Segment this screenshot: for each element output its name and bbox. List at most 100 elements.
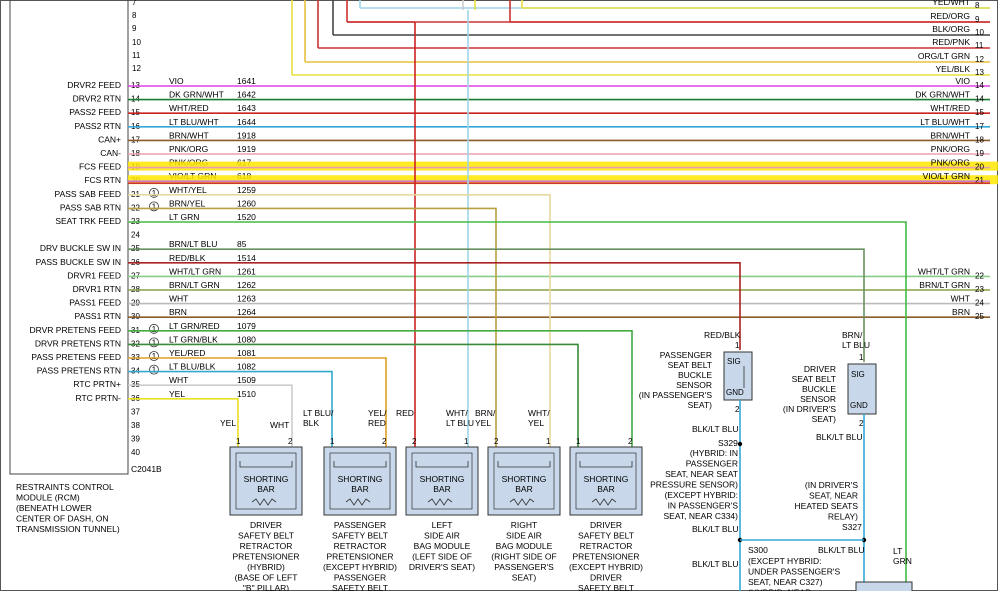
wire-color-label: BLK <box>303 418 319 428</box>
wire-color-label: LT BLU <box>842 340 870 350</box>
shorting-bar-module <box>229 446 303 516</box>
shorting-bar-contact <box>579 461 633 468</box>
sensor-pin-number: 1 <box>859 353 864 362</box>
connector-pin-number: 17 <box>975 122 984 131</box>
wire-color-label: BRN/WHT <box>169 130 209 140</box>
note-marker-circle <box>149 323 159 334</box>
wire-color-label: BRN/YEL <box>169 198 206 208</box>
circuit-number: 1261 <box>237 266 256 276</box>
circuit-number: 1642 <box>237 90 256 100</box>
module-description: RETRACTOR <box>240 541 293 551</box>
bottom-module <box>855 581 913 591</box>
circuit-highlight <box>128 175 998 185</box>
sensor-description: SEAT) <box>688 400 713 410</box>
connector-pin-number: 18 <box>975 135 984 144</box>
harness-wire <box>128 384 293 447</box>
wire-color-label: BRN/LT GRN <box>169 280 220 290</box>
shorting-bar-contact <box>333 461 387 468</box>
splice-description: PASSENGER <box>686 459 738 469</box>
module-description: (RIGHT SIDE OF <box>491 552 557 562</box>
sensor-terminal: SIG <box>851 370 865 379</box>
sensor-pin-number: 1 <box>735 341 740 350</box>
module-description: (LEFT SIDE OF <box>412 552 472 562</box>
rcm-pin-function: PASS1 FEED <box>69 298 121 308</box>
module-description: DRIVER <box>590 573 622 583</box>
connector-pin-number: 25 <box>975 312 984 321</box>
rcm-pin-number: 9 <box>132 24 137 33</box>
buckle-sensor-pass <box>723 351 753 401</box>
module-description: SAFETY BELT <box>332 583 388 591</box>
note-marker-number: 1 <box>152 366 157 375</box>
wire-color-label: WHT/YEL <box>169 185 207 195</box>
module-description: SIDE AIR <box>424 531 460 541</box>
harness-wire <box>128 248 865 362</box>
shorting-bar-inner <box>493 452 555 510</box>
shorting-bar-module <box>405 446 479 516</box>
sensor-pin-number: 2 <box>735 405 740 414</box>
wire-color-label: LT BLU/BLK <box>169 362 216 372</box>
wire-color-label: LT BLU/WHT <box>920 117 970 127</box>
module-description: SIDE AIR <box>506 531 542 541</box>
shorting-bar-inner <box>329 452 391 510</box>
sensor-description: SEAT BELT <box>792 374 836 384</box>
rcm-pin-function: DRVR1 FEED <box>67 270 121 280</box>
splice-description: (EXCEPT HYBRID: <box>748 556 822 566</box>
module-description: SAFETY BELT <box>332 531 388 541</box>
wire-color-label: BRN/LT GRN <box>919 280 970 290</box>
wire-color-label: LT GRN/RED <box>169 321 220 331</box>
shorting-bar-label: SHORTING <box>420 474 465 484</box>
rcm-pin-function: PASS SAB RTN <box>60 202 121 212</box>
wire-color-label: GRN <box>893 556 912 566</box>
note-marker-circle <box>149 201 159 212</box>
rcm-pin-number: 8 <box>132 11 137 20</box>
wire-color-label: DK GRN/WHT <box>915 90 970 100</box>
wire-color-label: DK GRN/WHT <box>169 90 224 100</box>
resistor-symbol <box>509 498 535 506</box>
circuit-number: 1644 <box>237 117 256 127</box>
module-description: (HYBRID) <box>247 562 285 572</box>
shorting-bar-contact <box>497 461 551 468</box>
wire-color-label: LT GRN/BLK <box>169 334 218 344</box>
rcm-pin-function: RTC PRTN- <box>76 393 122 403</box>
wire-color-label: YEL <box>528 418 544 428</box>
module-description: (EXCEPT HYBRID) <box>323 562 397 572</box>
wire-color-label: BRN <box>952 307 970 317</box>
wire-color-label: BLK/LT BLU <box>818 545 864 555</box>
rcm-pin-function: DRVR PRETENS FEED <box>30 325 121 335</box>
harness-wire <box>128 221 907 591</box>
wire-color-label: YEL/ <box>368 408 387 418</box>
rcm-pin-function: PASS1 RTN <box>75 311 121 321</box>
module-description: DRIVER <box>250 520 282 530</box>
splice-dot <box>737 441 743 447</box>
harness-wire <box>128 207 497 447</box>
rcm-pin-number: 38 <box>131 421 140 430</box>
splice-description: SEAT, NEAR SEAT <box>665 469 738 479</box>
connector-pin-number: 8 <box>975 1 980 10</box>
resistor-symbol <box>251 498 277 506</box>
rcm-pin-function: FCS FEED <box>79 162 121 172</box>
module-pin-number: 2 <box>494 437 499 446</box>
rcm-pin-number: 40 <box>131 448 140 457</box>
wire-color-label: YEL <box>169 389 185 399</box>
shorting-bar-label: SHORTING <box>502 474 547 484</box>
wire-color-label: RED/BLK <box>169 253 206 263</box>
wire-color-label: VIO <box>955 76 970 86</box>
rcm-pin-number: 37 <box>131 407 140 416</box>
circuit-number: 1079 <box>237 321 256 331</box>
resistor-symbol <box>591 498 617 506</box>
note-marker-number: 1 <box>152 189 157 198</box>
wire-color-label: BLK/LT BLU <box>692 559 738 569</box>
note-marker-circle <box>149 187 159 198</box>
module-description: DRIVER'S SEAT) <box>409 562 475 572</box>
module-description: SAFETY BELT <box>578 583 634 591</box>
sensor-terminal: GND <box>726 388 744 397</box>
connector-pin-number: 23 <box>975 285 984 294</box>
connector-pin-number: 14 <box>975 95 984 104</box>
circuit-number: 1080 <box>237 334 256 344</box>
splice-description: SEAT, NEAR C327) <box>748 577 823 587</box>
module-description: RIGHT <box>511 520 537 530</box>
rcm-pin-function: DRV BUCKLE SW IN <box>40 243 121 253</box>
module-description: PRETENSIONER <box>232 552 299 562</box>
wire-color-label: WHT/ <box>446 408 468 418</box>
shorting-bar-module <box>487 446 561 516</box>
